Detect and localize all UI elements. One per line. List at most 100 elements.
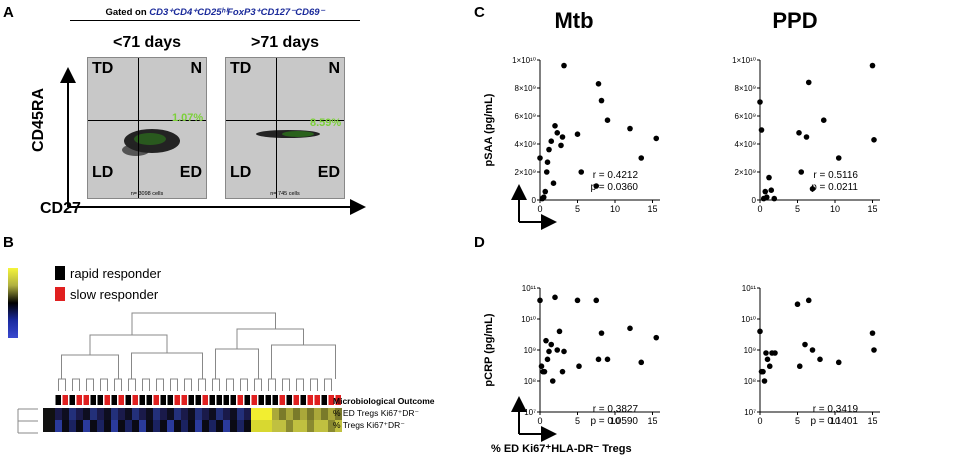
heatmap-cell <box>104 408 111 420</box>
outcome-cell <box>244 395 250 405</box>
y-tick-label: 2×10⁹ <box>515 168 536 177</box>
data-point <box>817 356 823 363</box>
dendro-branch <box>86 378 94 391</box>
heatmap-cell <box>244 408 251 420</box>
data-point <box>802 341 808 348</box>
outcome-cell <box>69 395 75 405</box>
heatmap-cell <box>181 408 188 420</box>
data-point <box>544 356 551 363</box>
data-point <box>574 297 581 304</box>
heatmap-cell <box>314 408 321 420</box>
data-point <box>550 180 557 186</box>
heatmap-cell <box>202 420 209 432</box>
outcome-cell <box>230 395 236 405</box>
heatmap-cell <box>55 420 62 432</box>
heatmap-cell <box>146 420 153 432</box>
data-point <box>871 137 877 143</box>
data-point <box>604 356 611 363</box>
data-point <box>760 368 766 375</box>
data-point <box>766 363 773 370</box>
outcome-cell <box>195 395 201 405</box>
y-tick-label: 10⁹ <box>524 346 536 355</box>
data-point <box>546 348 552 355</box>
gate-markers: CD3⁺CD4⁺CD25ʰⁱFoxP3⁺CD127⁻CD69⁻ <box>149 7 325 18</box>
y-tick-label: 10⁷ <box>744 408 756 417</box>
heatmap-cell <box>62 408 69 420</box>
dendro-branch <box>212 378 220 391</box>
heatmap-cell <box>279 408 286 420</box>
heatmap-cell <box>272 420 279 432</box>
x-tick-label: 0 <box>537 416 542 426</box>
outcome-cell <box>216 395 222 405</box>
heatmap-cell <box>244 420 251 432</box>
heatmap-dendrogram <box>17 312 342 434</box>
heatmap-cell <box>55 408 62 420</box>
row-label-tregs: % Tregs Ki67⁺DR⁻ <box>333 420 405 430</box>
scatter-panel: 0 2×10⁹ 4×10⁹ 6×10⁹ 8×10⁹ 1×10¹⁰ 0 5 10 15 <box>732 56 880 214</box>
dendro-branch <box>131 312 276 335</box>
heatmap-cell <box>111 408 118 420</box>
x-tick-label: 15 <box>867 204 877 214</box>
outcome-cell <box>132 395 138 405</box>
heatmap-cell <box>97 408 104 420</box>
x-tick-label: 0 <box>757 416 762 426</box>
heatmap-cell <box>286 408 293 420</box>
y-tick-label: 10¹⁰ <box>521 315 536 324</box>
heatmap-cell <box>307 408 314 420</box>
data-point <box>552 294 558 301</box>
data-point <box>542 188 549 195</box>
outcome-cell <box>90 395 96 405</box>
heatmap-cell <box>139 408 146 420</box>
heatmap-cell <box>258 420 265 432</box>
outcome-cell <box>307 395 313 405</box>
data-point <box>820 117 827 123</box>
cell-count-2: n= 745 cells <box>270 191 300 197</box>
dendro-branch <box>240 378 248 391</box>
y-tick-label: 4×10⁹ <box>515 140 536 149</box>
outcome-cell <box>314 395 320 405</box>
data-point <box>538 363 545 370</box>
data-point <box>543 169 550 175</box>
facs-events-2 <box>256 130 320 138</box>
heatmap-cell <box>321 420 328 432</box>
heatmap-cell <box>293 408 300 420</box>
heatmap-cell <box>139 420 146 432</box>
x-tick-label: 10 <box>610 204 620 214</box>
quadrant-n: N <box>190 60 202 77</box>
heatmap-cell <box>62 420 69 432</box>
heatmap-cell <box>118 420 125 432</box>
data-point <box>869 330 876 336</box>
panel-label-d: D <box>474 234 485 251</box>
data-point <box>549 378 556 384</box>
data-point <box>537 155 543 161</box>
dendro-branch <box>156 378 164 391</box>
outcome-cell <box>167 395 173 405</box>
y-tick-label: 10¹¹ <box>522 284 537 293</box>
data-point <box>764 356 771 363</box>
heatmap-cell <box>307 420 314 432</box>
data-point <box>766 174 772 181</box>
outcome-cell <box>62 395 68 405</box>
y-tick-label: 8×10⁹ <box>735 84 756 93</box>
gating-header: Gated on CD3⁺CD4⁺CD25ʰⁱFoxP3⁺CD127⁻CD69⁻ <box>70 7 360 21</box>
heatmap-cell <box>132 408 139 420</box>
col-title-ppd: PPD <box>772 8 818 33</box>
outcome-cell <box>286 395 292 405</box>
heatmap-cell <box>279 420 286 432</box>
x-tick-label: 0 <box>537 204 542 214</box>
legend-slow-responder: slow responder <box>70 287 159 302</box>
data-point <box>561 348 567 355</box>
dendro-branch <box>89 334 168 355</box>
data-point <box>558 142 564 149</box>
heatmap-cell <box>188 420 195 432</box>
y-tick-label: 8×10⁹ <box>515 84 536 93</box>
heatmap-cell <box>237 420 244 432</box>
data-point <box>638 359 645 366</box>
outcome-cell <box>55 395 61 405</box>
percent-ed-2: 8.59% <box>310 117 342 129</box>
row-dendrogram <box>17 408 38 434</box>
heatmap-colorbar <box>8 268 18 338</box>
quadrant-ed: ED <box>179 164 202 181</box>
heatmap-cell <box>146 408 153 420</box>
heatmap-cell <box>265 420 272 432</box>
